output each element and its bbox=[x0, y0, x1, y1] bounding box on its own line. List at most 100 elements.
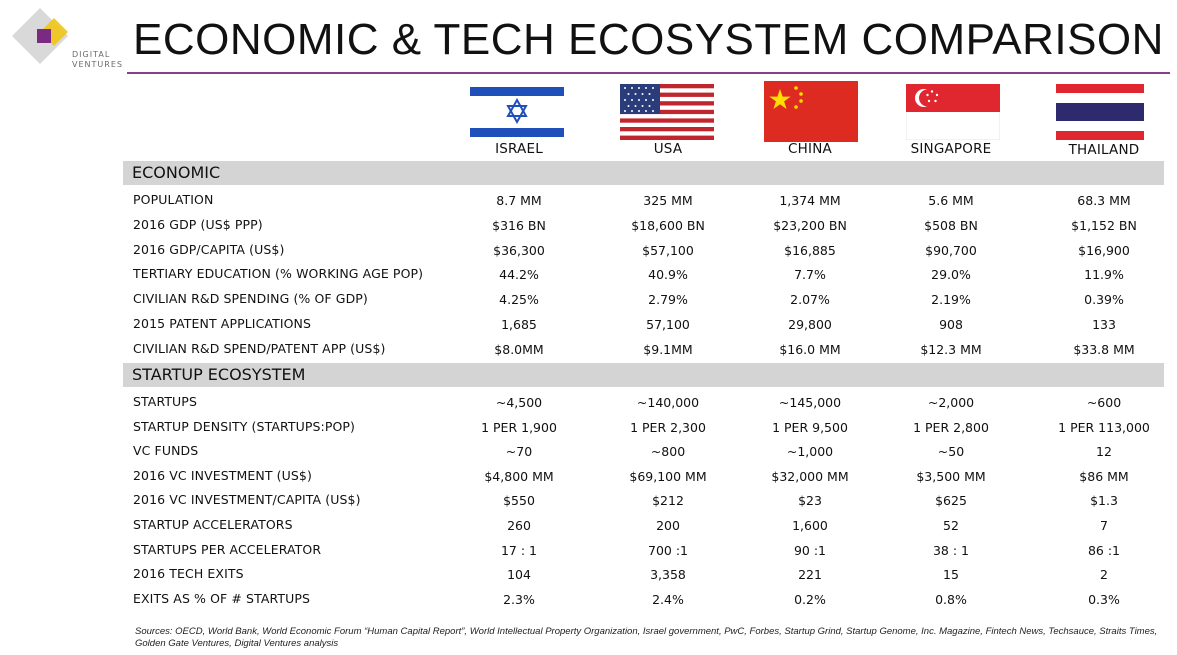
cell-usa: 2.4% bbox=[652, 591, 684, 607]
cell-singapore: 29.0% bbox=[931, 267, 971, 283]
cell-usa: $18,600 BN bbox=[631, 217, 705, 233]
row-label: 2016 VC INVESTMENT/CAPITA (US$) bbox=[133, 492, 361, 508]
cell-singapore: 908 bbox=[939, 317, 963, 332]
cell-singapore: 15 bbox=[943, 567, 959, 583]
logo-line-2: VENTURES bbox=[72, 60, 123, 69]
cell-thailand: 86 :1 bbox=[1087, 542, 1121, 558]
cell-thailand: $33.8 MM bbox=[1073, 341, 1135, 357]
cell-singapore: $508 BN bbox=[924, 217, 978, 233]
cell-china: 221 bbox=[798, 567, 822, 583]
cell-usa: $69,100 MM bbox=[629, 468, 707, 484]
cell-israel: 4.25% bbox=[499, 292, 539, 308]
cell-israel: 260 bbox=[507, 518, 531, 533]
table-row: 2016 VC INVESTMENT (US$) $4,800 MM $69,100… bbox=[0, 464, 1177, 488]
israel-flag-icon bbox=[470, 84, 564, 140]
cell-china: $16,885 bbox=[784, 242, 836, 258]
cell-usa: 57,100 bbox=[646, 317, 690, 332]
cell-usa: 3,358 bbox=[650, 567, 686, 583]
logo-mark-icon bbox=[12, 8, 68, 64]
table-row: CIVILIAN R&D SPENDING (% OF GDP) 4.25% 2.7… bbox=[0, 287, 1177, 311]
cell-israel: 8.7 MM bbox=[496, 193, 542, 208]
row-label: CIVILIAN R&D SPEND/PATENT APP (US$) bbox=[133, 340, 386, 356]
table-row: TERTIARY EDUCATION (% WORKING AGE POP) 44… bbox=[0, 262, 1177, 286]
thailand-flag-icon bbox=[1056, 84, 1144, 140]
country-label-singapore: SINGAPORE bbox=[910, 141, 992, 157]
cell-thailand: 7 bbox=[1100, 518, 1108, 533]
table-row: 2016 TECH EXITS 104 3,358 221 15 2 bbox=[0, 562, 1177, 586]
title-divider bbox=[127, 72, 1170, 74]
cell-thailand: 0.39% bbox=[1084, 292, 1124, 308]
sources-footnote: Sources: OECD, World Bank, World Economi… bbox=[135, 626, 1158, 649]
country-label-china: CHINA bbox=[788, 141, 832, 157]
row-label: CIVILIAN R&D SPENDING (% OF GDP) bbox=[133, 291, 368, 307]
cell-israel: $4,800 MM bbox=[484, 468, 554, 484]
row-label: 2015 PATENT APPLICATIONS bbox=[133, 316, 312, 331]
cell-israel: $550 bbox=[503, 493, 535, 509]
row-label: 2016 TECH EXITS bbox=[133, 566, 244, 582]
cell-israel: 2.3% bbox=[503, 591, 535, 607]
row-label: 2016 VC INVESTMENT (US$) bbox=[133, 467, 312, 483]
row-label: POPULATION bbox=[133, 192, 214, 207]
cell-china: 1,374 MM bbox=[779, 193, 841, 208]
cell-singapore: 5.6 MM bbox=[928, 193, 974, 208]
cell-singapore: $625 bbox=[935, 493, 967, 509]
cell-china: $23,200 BN bbox=[773, 217, 847, 233]
cell-israel: 1 PER 1,900 bbox=[481, 419, 557, 435]
cell-singapore: ~2,000 bbox=[927, 395, 975, 410]
cell-usa: 700 :1 bbox=[648, 542, 688, 558]
cell-israel: ~4,500 bbox=[495, 395, 543, 410]
cell-usa: ~140,000 bbox=[636, 395, 700, 410]
table-row: 2016 GDP (US$ PPP) $316 BN $18,600 BN $23,2… bbox=[0, 213, 1177, 237]
table-row: 2015 PATENT APPLICATIONS 1,685 57,100 29,80… bbox=[0, 312, 1177, 336]
cell-usa: 325 MM bbox=[643, 193, 693, 208]
cell-usa: 1 PER 2,300 bbox=[630, 419, 706, 435]
cell-singapore: 38 : 1 bbox=[932, 542, 970, 558]
cell-israel: $316 BN bbox=[492, 217, 546, 233]
table-row: VC FUNDS ~70 ~800 ~1,000 ~50 12 bbox=[0, 439, 1177, 463]
table-row: STARTUPS PER ACCELERATOR 17 : 1 700 :1 90 :… bbox=[0, 538, 1177, 562]
row-label: STARTUP ACCELERATORS bbox=[133, 517, 293, 532]
page-title: ECONOMIC & TECH ECOSYSTEM COMPARISON bbox=[133, 15, 1164, 64]
cell-israel: 44.2% bbox=[499, 267, 539, 283]
row-label: EXITS AS % OF # STARTUPS bbox=[133, 590, 311, 606]
cell-singapore: 0.8% bbox=[935, 591, 967, 607]
row-label: STARTUPS bbox=[133, 394, 197, 409]
section-header-economic: ECONOMIC bbox=[123, 161, 1164, 185]
cell-china: 1 PER 9,500 bbox=[772, 419, 848, 435]
cell-singapore: 1 PER 2,800 bbox=[913, 419, 989, 435]
country-label-israel: ISRAEL bbox=[495, 141, 543, 157]
cell-thailand: $16,900 bbox=[1078, 242, 1130, 258]
logo-line-1: DIGITAL bbox=[72, 50, 111, 59]
cell-usa: 40.9% bbox=[648, 267, 688, 283]
cell-singapore: $3,500 MM bbox=[916, 468, 986, 484]
cell-thailand: 68.3 MM bbox=[1077, 193, 1131, 208]
cell-singapore: $12.3 MM bbox=[920, 341, 982, 357]
cell-thailand: 133 bbox=[1092, 317, 1116, 332]
table-row: CIVILIAN R&D SPEND/PATENT APP (US$) $8.0M… bbox=[0, 337, 1177, 361]
cell-singapore: 52 bbox=[943, 518, 959, 533]
cell-china: 0.2% bbox=[794, 591, 826, 607]
logo-text: DIGITAL VENTURES bbox=[72, 50, 123, 70]
country-label-usa: USA bbox=[653, 141, 683, 157]
cell-thailand: $1,152 BN bbox=[1071, 217, 1137, 233]
cell-usa: 200 bbox=[656, 518, 680, 533]
cell-singapore: $90,700 bbox=[925, 242, 977, 258]
cell-usa: ~800 bbox=[650, 444, 686, 460]
table-row: POPULATION 8.7 MM 325 MM 1,374 MM 5.6 MM 68.3… bbox=[0, 188, 1177, 212]
cell-usa: $57,100 bbox=[642, 242, 694, 258]
table-row: STARTUP DENSITY (STARTUPS:POP) 1 PER 1,90… bbox=[0, 415, 1177, 439]
singapore-flag-icon bbox=[906, 84, 1000, 140]
country-label-thailand: THAILAND bbox=[1068, 142, 1140, 158]
cell-singapore: ~50 bbox=[937, 444, 965, 460]
cell-china: $23 bbox=[798, 493, 822, 509]
cell-china: ~145,000 bbox=[778, 395, 842, 410]
cell-china: $16.0 MM bbox=[779, 341, 841, 357]
digital-ventures-logo: DIGITAL VENTURES bbox=[10, 6, 122, 69]
cell-thailand: 11.9% bbox=[1084, 267, 1124, 283]
cell-israel: 1,685 bbox=[501, 317, 537, 332]
cell-china: 2.07% bbox=[790, 292, 830, 308]
section-header-startup-ecosystem: STARTUP ECOSYSTEM bbox=[123, 363, 1164, 387]
cell-china: 1,600 bbox=[792, 518, 828, 533]
row-label: STARTUPS PER ACCELERATOR bbox=[133, 541, 322, 557]
china-flag-icon bbox=[764, 81, 858, 142]
